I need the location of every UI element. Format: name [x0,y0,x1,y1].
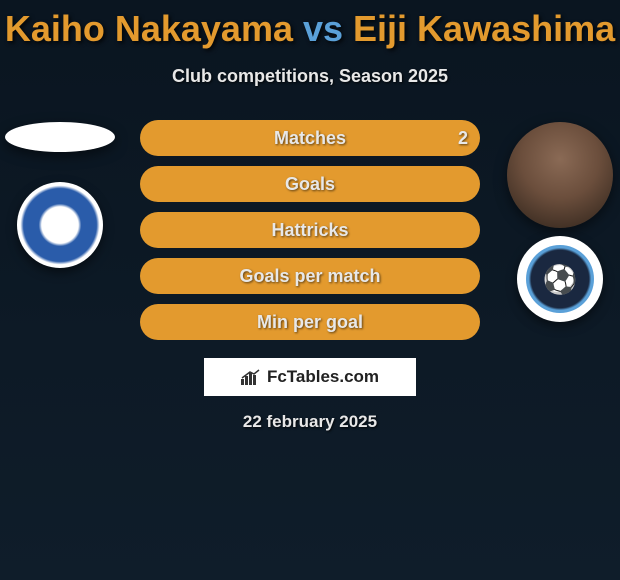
branding-badge: FcTables.com [204,358,416,396]
player-column-left [0,122,120,268]
title-player2: Eiji Kawashima [353,8,615,49]
stat-row: Min per goal [140,304,480,340]
stat-label: Matches [274,128,346,149]
player2-club-crest: ⚽ [517,236,603,322]
player1-avatar [5,122,115,152]
stat-label: Goals [285,174,335,195]
branding-text: FcTables.com [267,367,379,387]
stat-row: Hattricks [140,212,480,248]
stat-row: Goals per match [140,258,480,294]
subtitle: Club competitions, Season 2025 [0,66,620,87]
stat-value-right: 2 [458,128,468,149]
chart-icon [241,369,261,385]
crest-inner-icon: ⚽ [526,245,594,313]
stat-row: Goals [140,166,480,202]
stat-label: Goals per match [239,266,380,287]
stats-container: Matches 2 Goals Hattricks Goals per match Min… [140,120,480,340]
stat-label: Hattricks [271,220,348,241]
player-column-right: ⚽ [500,122,620,322]
date-label: 22 february 2025 [0,412,620,432]
player1-club-crest [17,182,103,268]
title-vs: vs [293,8,353,49]
title-player1: Kaiho Nakayama [5,8,293,49]
page-title: Kaiho Nakayama vs Eiji Kawashima [0,0,620,50]
stat-row: Matches 2 [140,120,480,156]
stat-label: Min per goal [257,312,363,333]
player2-avatar [507,122,613,228]
